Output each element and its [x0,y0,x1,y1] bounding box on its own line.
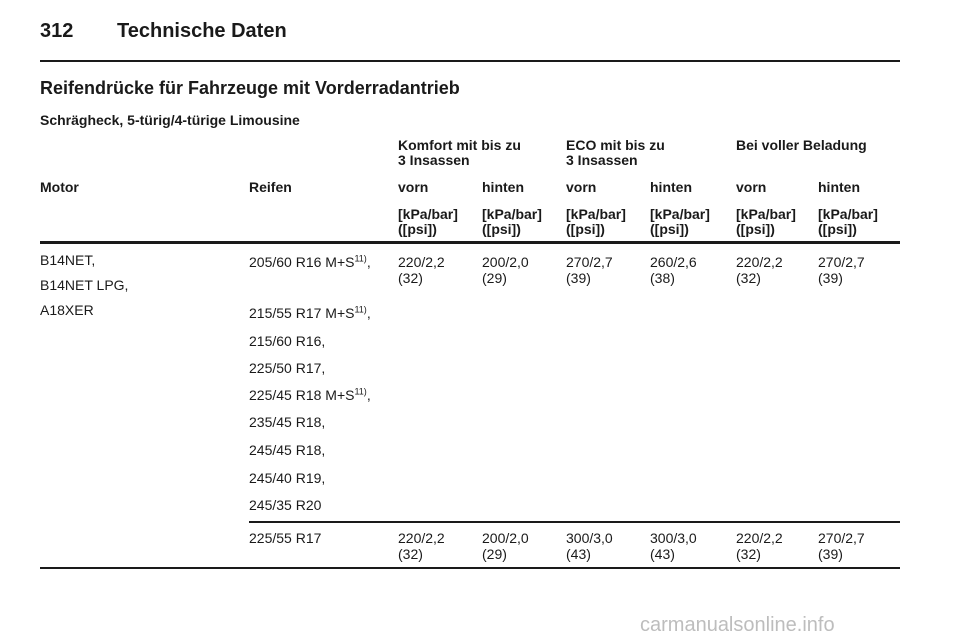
pressure-cell: 270/2,7 (39) [818,254,865,286]
subsection-title: Schrägheck, 5-türig/4-türige Limousine [40,112,300,128]
pressure-cell: 200/2,0 (29) [482,530,529,562]
unit-header: [kPa/bar] ([psi]) [818,206,878,237]
pressure-cell: 220/2,2 (32) [736,254,783,286]
tire-size: 215/60 R16, [249,333,326,349]
pressure-cell: 300/3,0 (43) [650,530,697,562]
tire-size: 245/45 R18, [249,442,326,458]
pressure-cell: 260/2,6 (38) [650,254,697,286]
pressure-cell: 200/2,0 (29) [482,254,529,286]
col-header-vorn: vorn [398,179,429,195]
col-header-motor: Motor [40,179,79,195]
group-header-eco: ECO mit bis zu 3 Insassen [566,137,665,168]
unit-header: [kPa/bar] ([psi]) [736,206,796,237]
table-bottom-rule [40,567,900,569]
unit-header: [kPa/bar] ([psi]) [650,206,710,237]
pressure-cell: 270/2,7 (39) [566,254,613,286]
pressure-cell: 220/2,2 (32) [398,254,445,286]
col-header-hinten: hinten [818,179,860,195]
unit-header: [kPa/bar] ([psi]) [398,206,458,237]
footnote-marker: 11) [354,386,367,397]
unit-header: [kPa/bar] ([psi]) [566,206,626,237]
motor-b14net: B14NET, [40,252,96,268]
tire-size: 225/45 R18 M+S11), [249,386,371,403]
table-header-rule [40,241,900,244]
col-header-vorn: vorn [736,179,767,195]
header-rule [40,60,900,62]
page-number: 312 [40,20,74,42]
tire-size: 225/55 R17 [249,530,322,546]
page-title: Technische Daten [117,20,287,42]
unit-header: [kPa/bar] ([psi]) [482,206,542,237]
col-header-vorn: vorn [566,179,597,195]
footnote-marker: 11) [354,253,367,264]
watermark: carmanualsonline.info [640,614,835,636]
motor-a18xer: A18XER [40,302,94,318]
tire-size: 215/55 R17 M+S11), [249,304,371,321]
motor-b14net-lpg: B14NET LPG, [40,277,129,293]
pressure-cell: 270/2,7 (39) [818,530,865,562]
tire-size: 245/35 R20 [249,497,322,513]
group-header-volle-beladung: Bei voller Beladung [736,137,867,153]
col-header-hinten: hinten [650,179,692,195]
section-title: Reifendrücke für Fahrzeuge mit Vorderrad… [40,78,460,98]
group-header-komfort: Komfort mit bis zu 3 Insassen [398,137,521,168]
pressure-cell: 220/2,2 (32) [398,530,445,562]
footnote-marker: 11) [354,304,367,315]
col-header-hinten: hinten [482,179,524,195]
tire-size: 205/60 R16 M+S11), [249,253,371,270]
pressure-cell: 220/2,2 (32) [736,530,783,562]
row-divider [249,521,900,523]
tire-size: 225/50 R17, [249,360,326,376]
tire-size: 245/40 R19, [249,470,326,486]
tire-size: 235/45 R18, [249,414,326,430]
pressure-cell: 300/3,0 (43) [566,530,613,562]
col-header-reifen: Reifen [249,179,292,195]
